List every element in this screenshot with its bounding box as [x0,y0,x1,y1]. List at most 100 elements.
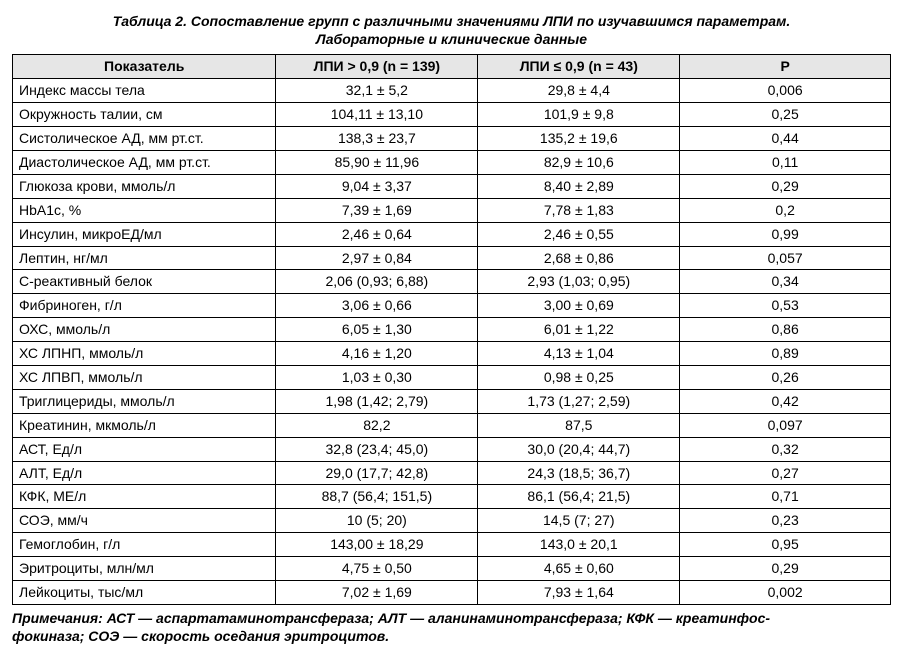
notes-line-1: Примечания: АСТ — аспартатаминотрансфера… [12,610,770,626]
table-row: С-реактивный белок2,06 (0,93; 6,88)2,93 … [13,270,891,294]
cell-param: Систолическое АД, мм рт.ст. [13,127,276,151]
cell-group1: 104,11 ± 13,10 [276,103,478,127]
cell-p: 0,89 [680,342,891,366]
cell-group1: 88,7 (56,4; 151,5) [276,485,478,509]
table-notes: Примечания: АСТ — аспартатаминотрансфера… [12,609,891,645]
cell-group2: 86,1 (56,4; 21,5) [478,485,680,509]
header-row: Показатель ЛПИ > 0,9 (n = 139) ЛПИ ≤ 0,9… [13,55,891,79]
cell-group2: 101,9 ± 9,8 [478,103,680,127]
table-row: Гемоглобин, г/л143,00 ± 18,29143,0 ± 20,… [13,533,891,557]
cell-param: Окружность талии, см [13,103,276,127]
cell-group1: 82,2 [276,413,478,437]
cell-group2: 3,00 ± 0,69 [478,294,680,318]
cell-p: 0,29 [680,557,891,581]
cell-param: Глюкоза крови, ммоль/л [13,174,276,198]
cell-param: ХС ЛПНП, ммоль/л [13,342,276,366]
cell-group2: 4,65 ± 0,60 [478,557,680,581]
cell-p: 0,42 [680,389,891,413]
cell-param: Инсулин, микроЕД/мл [13,222,276,246]
header-p: P [680,55,891,79]
cell-group1: 2,06 (0,93; 6,88) [276,270,478,294]
cell-group2: 143,0 ± 20,1 [478,533,680,557]
cell-param: ХС ЛПВП, ммоль/л [13,365,276,389]
cell-group2: 14,5 (7; 27) [478,509,680,533]
cell-group1: 32,1 ± 5,2 [276,79,478,103]
cell-group1: 1,98 (1,42; 2,79) [276,389,478,413]
table-row: Окружность талии, см104,11 ± 13,10101,9 … [13,103,891,127]
table-row: АСТ, Ед/л32,8 (23,4; 45,0)30,0 (20,4; 44… [13,437,891,461]
cell-group1: 138,3 ± 23,7 [276,127,478,151]
cell-p: 0,057 [680,246,891,270]
cell-group1: 85,90 ± 11,96 [276,150,478,174]
cell-param: Триглицериды, ммоль/л [13,389,276,413]
cell-group1: 2,97 ± 0,84 [276,246,478,270]
cell-group2: 8,40 ± 2,89 [478,174,680,198]
cell-group2: 30,0 (20,4; 44,7) [478,437,680,461]
cell-group1: 3,06 ± 0,66 [276,294,478,318]
cell-group2: 87,5 [478,413,680,437]
header-param: Показатель [13,55,276,79]
table-row: Лептин, нг/мл2,97 ± 0,842,68 ± 0,860,057 [13,246,891,270]
table-row: КФК, МЕ/л88,7 (56,4; 151,5)86,1 (56,4; 2… [13,485,891,509]
cell-param: HbA1c, % [13,198,276,222]
cell-param: АСТ, Ед/л [13,437,276,461]
cell-group2: 7,78 ± 1,83 [478,198,680,222]
table-body: Индекс массы тела32,1 ± 5,229,8 ± 4,40,0… [13,79,891,605]
cell-p: 0,23 [680,509,891,533]
cell-param: АЛТ, Ед/л [13,461,276,485]
title-line-1: Таблица 2. Сопоставление групп с различн… [113,13,791,29]
header-group1: ЛПИ > 0,9 (n = 139) [276,55,478,79]
cell-p: 0,99 [680,222,891,246]
cell-p: 0,53 [680,294,891,318]
table-row: Фибриноген, г/л3,06 ± 0,663,00 ± 0,690,5… [13,294,891,318]
table-row: Эритроциты, млн/мл4,75 ± 0,504,65 ± 0,60… [13,557,891,581]
cell-param: Гемоглобин, г/л [13,533,276,557]
table-row: ХС ЛПНП, ммоль/л4,16 ± 1,204,13 ± 1,040,… [13,342,891,366]
cell-p: 0,86 [680,318,891,342]
cell-param: Диастолическое АД, мм рт.ст. [13,150,276,174]
table-row: Индекс массы тела32,1 ± 5,229,8 ± 4,40,0… [13,79,891,103]
cell-p: 0,27 [680,461,891,485]
table-row: Креатинин, мкмоль/л82,287,50,097 [13,413,891,437]
table-row: Диастолическое АД, мм рт.ст.85,90 ± 11,9… [13,150,891,174]
cell-group2: 6,01 ± 1,22 [478,318,680,342]
cell-p: 0,097 [680,413,891,437]
cell-p: 0,11 [680,150,891,174]
cell-p: 0,29 [680,174,891,198]
cell-p: 0,26 [680,365,891,389]
table-row: Глюкоза крови, ммоль/л9,04 ± 3,378,40 ± … [13,174,891,198]
cell-param: С-реактивный белок [13,270,276,294]
cell-p: 0,002 [680,580,891,604]
cell-p: 0,71 [680,485,891,509]
table-row: СОЭ, мм/ч10 (5; 20)14,5 (7; 27)0,23 [13,509,891,533]
cell-group2: 4,13 ± 1,04 [478,342,680,366]
cell-group1: 143,00 ± 18,29 [276,533,478,557]
cell-p: 0,32 [680,437,891,461]
table-row: Триглицериды, ммоль/л1,98 (1,42; 2,79)1,… [13,389,891,413]
cell-param: СОЭ, мм/ч [13,509,276,533]
notes-line-2: фокиназа; СОЭ — скорость оседания эритро… [12,628,389,644]
table-row: ХС ЛПВП, ммоль/л1,03 ± 0,300,98 ± 0,250,… [13,365,891,389]
table-row: Систолическое АД, мм рт.ст.138,3 ± 23,71… [13,127,891,151]
cell-param: ОХС, ммоль/л [13,318,276,342]
cell-group2: 2,93 (1,03; 0,95) [478,270,680,294]
cell-group1: 29,0 (17,7; 42,8) [276,461,478,485]
cell-p: 0,25 [680,103,891,127]
title-line-2: Лабораторные и клинические данные [316,31,587,47]
cell-group1: 9,04 ± 3,37 [276,174,478,198]
cell-p: 0,34 [680,270,891,294]
cell-group2: 135,2 ± 19,6 [478,127,680,151]
cell-group1: 32,8 (23,4; 45,0) [276,437,478,461]
cell-p: 0,44 [680,127,891,151]
cell-param: КФК, МЕ/л [13,485,276,509]
cell-group1: 7,02 ± 1,69 [276,580,478,604]
cell-param: Лептин, нг/мл [13,246,276,270]
cell-group2: 1,73 (1,27; 2,59) [478,389,680,413]
cell-group2: 82,9 ± 10,6 [478,150,680,174]
cell-group1: 4,16 ± 1,20 [276,342,478,366]
table-row: HbA1c, %7,39 ± 1,697,78 ± 1,830,2 [13,198,891,222]
cell-group2: 0,98 ± 0,25 [478,365,680,389]
data-table: Показатель ЛПИ > 0,9 (n = 139) ЛПИ ≤ 0,9… [12,54,891,604]
table-row: Инсулин, микроЕД/мл2,46 ± 0,642,46 ± 0,5… [13,222,891,246]
table-row: Лейкоциты, тыс/мл7,02 ± 1,697,93 ± 1,640… [13,580,891,604]
